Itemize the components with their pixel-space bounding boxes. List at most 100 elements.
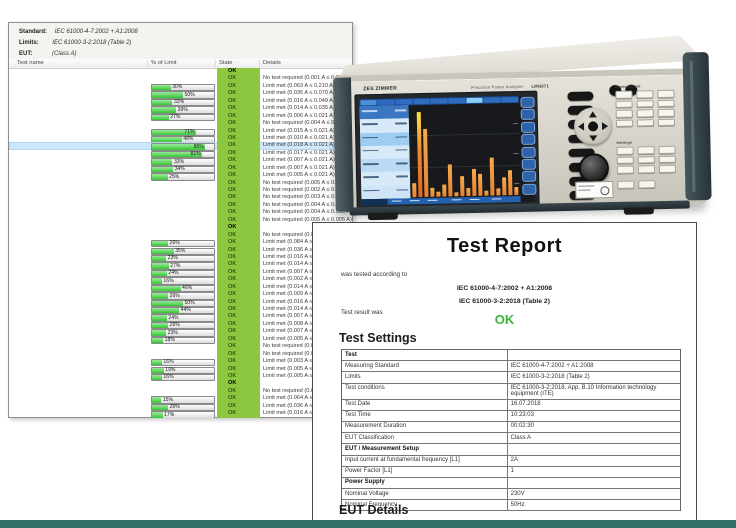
details-cell: Limit met (0.036 A ≤ 0.140 A) [263, 402, 335, 409]
details-cell: No test required (0.005 A ≤ 0.005 A) [263, 216, 352, 223]
table-row[interactable]: 100% Test H31OKNo test required (0.002 A… [9, 187, 352, 195]
table-row[interactable]: 100% Test H13OKNo test required (0.004 A… [9, 120, 352, 128]
pct-bar-fill [152, 397, 162, 403]
table-row[interactable]: 150% Test H31OKNo test required (0.001 A… [9, 343, 352, 351]
details-cell: Limit met (0.014 A ≤ 0.032 A) [263, 283, 335, 290]
state-cell: OK [217, 291, 260, 299]
keypad-key [636, 118, 655, 127]
table-row[interactable]: ◢Harmonic Current Test 100%OK [9, 68, 352, 76]
details-cell: No test required (0.001 A ≤ 0.005 A) [263, 387, 352, 394]
spectrum-bar [430, 187, 435, 197]
pct-bar-fill [152, 129, 197, 135]
state-cell: OK [217, 68, 260, 76]
limits-label: Limits: [19, 40, 39, 46]
pct-bar-fill [152, 151, 203, 158]
pct-bar-fill [152, 367, 164, 373]
table-row[interactable]: 150% Test H2OKNo test required (0.001 A … [9, 231, 352, 240]
col-state[interactable]: State [219, 60, 233, 66]
table-row[interactable]: 100% Test H29OKNo test required (0.005 A… [9, 179, 352, 187]
spectrum-bar [454, 191, 459, 197]
sidebar-text-dash [363, 189, 380, 192]
keypad-key [615, 100, 633, 109]
model-label: Precision Power Analyzer [471, 83, 524, 90]
report-result-value: OK [494, 312, 515, 327]
sidebar-text-dash [395, 149, 408, 152]
keypad-key [638, 180, 656, 188]
state-cell: OK [217, 261, 260, 269]
details-cell: Limit met (0.014 A ≤ 0.053 A) [263, 261, 335, 268]
state-cell: OK [217, 172, 260, 180]
col-pct-limit[interactable]: % of Limit [151, 60, 177, 66]
settings-row: Test Date 16.07.2018 [342, 399, 680, 411]
spectrum-bar [442, 184, 447, 197]
pct-label: 16% [163, 374, 174, 381]
model-number: LMG671 [531, 83, 550, 89]
col-details[interactable]: Details [263, 60, 281, 66]
table-row[interactable]: ◢Harmonic Current Test 150%OK [9, 224, 352, 232]
state-cell: OK [217, 276, 260, 284]
pct-bar-fill [152, 263, 169, 269]
sidebar-text-dash [362, 149, 379, 152]
screen-softkey [520, 96, 535, 108]
table-row[interactable]: 100% Test H35OKNo test required (0.004 A… [9, 201, 352, 210]
details-cell: Limit met (0.005 A ≤ 0.032 A) [263, 372, 335, 379]
state-cell: OK [217, 380, 260, 388]
pct-label: 18% [164, 337, 175, 344]
sidebar-text-dash [395, 162, 408, 165]
col-test-name[interactable]: Test name [17, 60, 44, 66]
state-cell: OK [217, 402, 260, 411]
settings-label-cell: EUT Classification [342, 433, 508, 444]
spectrum-bar [484, 190, 489, 196]
screen-tab [377, 99, 395, 105]
table-row[interactable]: 100% Test H33OKNo test required (0.003 A… [9, 194, 352, 202]
pct-bar-fill [152, 285, 181, 292]
table-row[interactable]: 100% Test H37OKNo test required (0.004 A… [9, 209, 352, 217]
pct-label: 39% [177, 106, 188, 113]
instrument-right-handle [682, 51, 712, 201]
table-row[interactable]: 200% Test H2OKNo test required (0.001 A … [9, 387, 352, 396]
state-cell: OK [217, 246, 260, 254]
table-row[interactable]: 150% Test H33OKNo test required (0.002 A… [9, 350, 352, 359]
table-row[interactable]: 100% Test H2OKNo test required (0.001 A … [9, 75, 352, 83]
sidebar-text-dash [361, 109, 378, 112]
table-row[interactable]: 100% Test H39OKNo test required (0.005 A… [9, 216, 352, 225]
settings-row: EUT / Measurement Setup [342, 444, 680, 456]
report-title: Test Report [446, 235, 563, 257]
spectrum-bar [507, 169, 513, 196]
pct-label: 27% [170, 262, 181, 269]
state-cell: OK [217, 320, 260, 329]
table-row[interactable]: ◢Harmonic Current Test 200%OK [9, 380, 352, 388]
